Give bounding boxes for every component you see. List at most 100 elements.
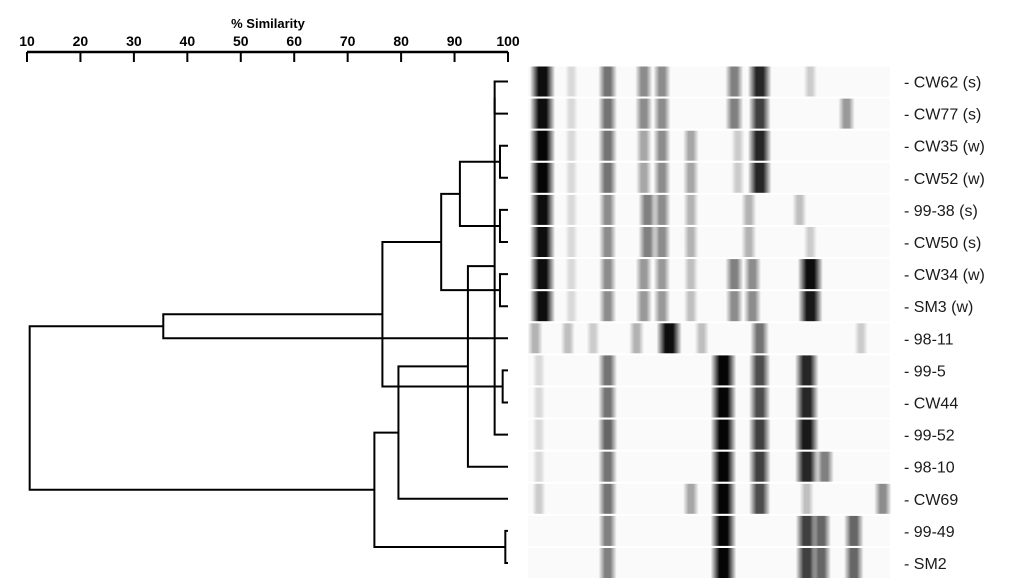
- band: [743, 291, 762, 322]
- cluster-branch: [440, 192, 500, 292]
- strain-label: - CW50 (s): [904, 235, 981, 252]
- band: [599, 227, 617, 257]
- band: [635, 259, 653, 290]
- band: [598, 483, 618, 514]
- band: [874, 483, 892, 514]
- band: [794, 355, 819, 386]
- band: [710, 483, 737, 514]
- band: [683, 194, 699, 225]
- band: [529, 130, 556, 161]
- band: [653, 227, 671, 257]
- lane-background: [528, 515, 890, 546]
- band: [532, 355, 546, 386]
- strain-label: - 99-38 (s): [904, 203, 978, 220]
- lane-background: [528, 130, 890, 161]
- band: [638, 227, 657, 257]
- band-lane: [528, 227, 890, 257]
- strain-labels: - CW62 (s) - CW77 (s) - CW35 (w) - CW52 (w)…: [904, 75, 985, 574]
- band: [653, 194, 671, 225]
- band: [844, 515, 864, 546]
- strain-label: - 99-5: [904, 363, 946, 380]
- band: [598, 98, 618, 129]
- band-lane: [528, 162, 890, 193]
- band: [635, 98, 653, 129]
- strain-label: - CW77 (s): [904, 107, 981, 124]
- band: [565, 66, 578, 97]
- band: [653, 162, 671, 193]
- band: [794, 451, 819, 482]
- cluster-branch: [493, 80, 508, 115]
- band: [811, 515, 832, 546]
- band: [683, 483, 699, 514]
- tick-label: 10: [19, 33, 35, 49]
- band: [799, 483, 814, 514]
- band: [599, 194, 617, 225]
- cluster-branch: [504, 529, 508, 564]
- band: [683, 162, 699, 193]
- band: [815, 451, 834, 482]
- tick-label: 100: [496, 33, 520, 49]
- lane-background: [528, 451, 890, 482]
- strain-label: - SM3 (w): [904, 299, 973, 316]
- tick-label: 30: [126, 33, 142, 49]
- band: [532, 451, 546, 482]
- band: [532, 483, 546, 514]
- cluster-branch: [498, 144, 508, 179]
- strain-label: - CW69: [904, 492, 958, 509]
- band: [598, 387, 618, 418]
- lane-background: [528, 291, 890, 322]
- band: [565, 227, 578, 257]
- strain-label: - CW62 (s): [904, 75, 981, 92]
- band-lane: [528, 483, 892, 514]
- band-lane: [528, 259, 890, 290]
- lane-background: [528, 66, 890, 97]
- band: [854, 323, 868, 354]
- band-lane: [528, 98, 890, 129]
- band: [725, 66, 744, 97]
- band-lane: [528, 419, 890, 450]
- strain-label: - CW35 (w): [904, 139, 985, 156]
- band: [529, 227, 556, 257]
- band: [586, 323, 600, 354]
- band: [748, 451, 771, 482]
- band: [636, 130, 652, 161]
- band-lane: [528, 355, 890, 386]
- band: [532, 387, 546, 418]
- band: [748, 98, 771, 129]
- band: [598, 66, 618, 97]
- band: [749, 355, 771, 386]
- band: [710, 355, 737, 386]
- band: [710, 451, 737, 482]
- band-lane: [528, 66, 890, 97]
- band-pattern-panel: [527, 66, 892, 578]
- band: [565, 162, 578, 193]
- band: [710, 387, 737, 418]
- lane-background: [528, 259, 890, 290]
- strain-label: - 99-49: [904, 524, 955, 541]
- band: [725, 259, 744, 290]
- band: [741, 194, 757, 225]
- cluster-branch: [501, 369, 508, 404]
- band: [683, 259, 698, 290]
- tick-label: 90: [447, 33, 463, 49]
- band-lane: [528, 130, 890, 161]
- tick-label: 80: [393, 33, 409, 49]
- band: [529, 98, 556, 129]
- cluster-branch: [498, 208, 508, 243]
- band-lane: [528, 451, 890, 482]
- band: [811, 548, 832, 578]
- cluster-branch: [397, 365, 508, 500]
- band: [750, 323, 770, 354]
- cluster-branch: [162, 313, 508, 340]
- axis-ticks: 10 20 30 40 50 60 70 80 90 100: [19, 33, 520, 62]
- band-lane: [528, 194, 890, 225]
- band: [653, 66, 671, 97]
- band: [599, 259, 617, 290]
- tick-label: 70: [340, 33, 356, 49]
- band: [529, 162, 556, 193]
- band: [710, 419, 737, 450]
- band: [792, 194, 807, 225]
- band: [683, 130, 699, 161]
- band: [747, 130, 772, 161]
